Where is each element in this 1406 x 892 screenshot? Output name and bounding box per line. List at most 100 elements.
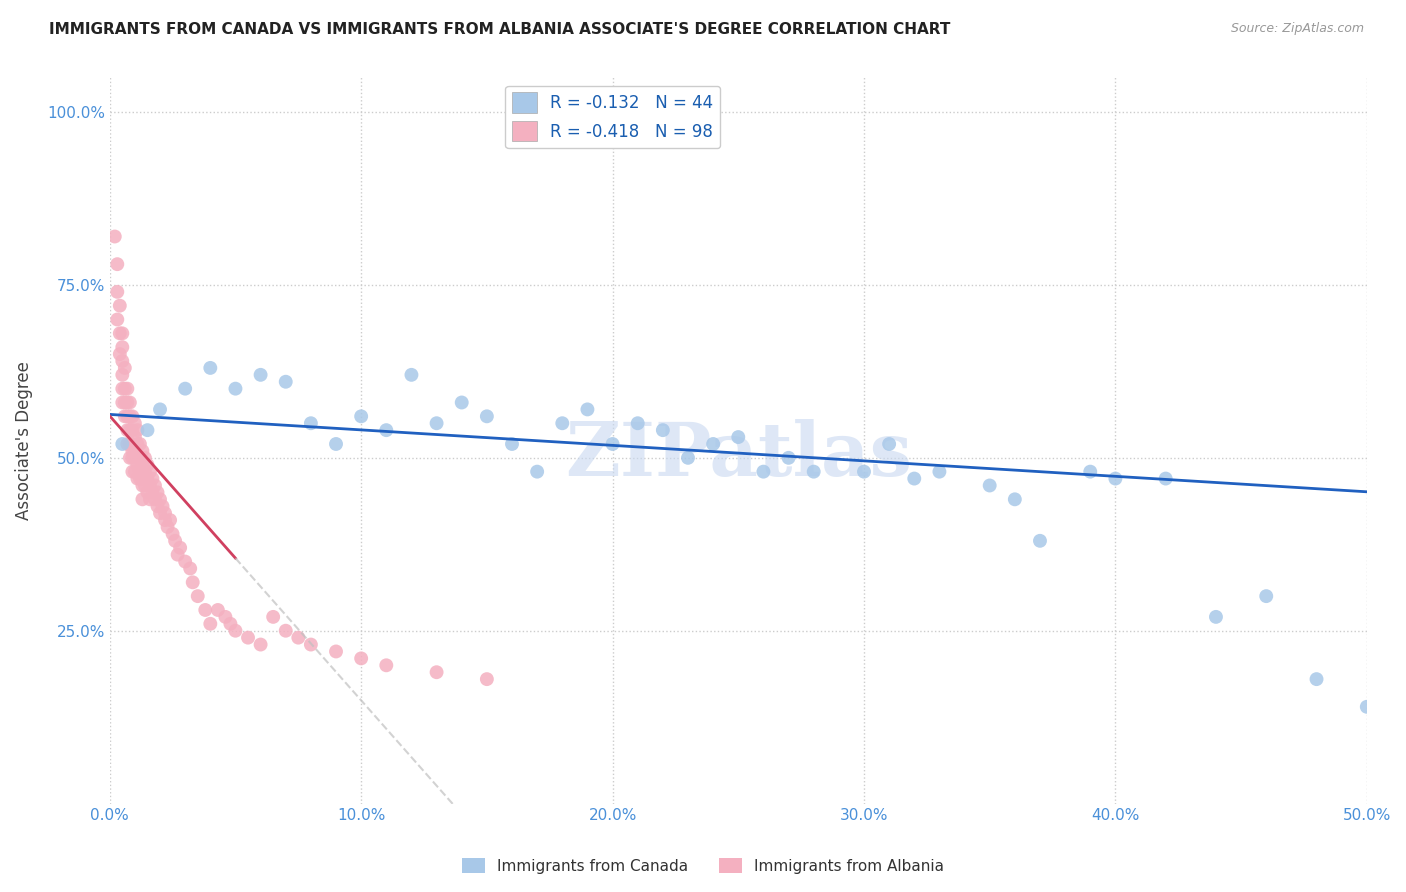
Point [143, 492, 166, 507]
Point [1256, 589, 1278, 603]
Text: ZIPatlas: ZIPatlas [565, 418, 911, 491]
Point [121, 409, 143, 424]
Point [162, 527, 184, 541]
Point [501, 437, 523, 451]
Point [299, 416, 322, 430]
Point [152, 500, 174, 514]
Point [426, 416, 449, 430]
Point [121, 465, 143, 479]
Point [149, 402, 172, 417]
Point [111, 340, 134, 354]
Point [139, 465, 162, 479]
Text: IMMIGRANTS FROM CANADA VS IMMIGRANTS FROM ALBANIA ASSOCIATE'S DEGREE CORRELATION: IMMIGRANTS FROM CANADA VS IMMIGRANTS FRO… [49, 22, 950, 37]
Point [249, 638, 271, 652]
Point [124, 443, 146, 458]
Point [121, 423, 143, 437]
Point [475, 409, 498, 424]
Point [903, 472, 925, 486]
Point [375, 423, 398, 437]
Point [149, 506, 172, 520]
Point [179, 561, 201, 575]
Point [124, 465, 146, 479]
Point [1104, 472, 1126, 486]
Point [118, 395, 141, 409]
Point [105, 257, 128, 271]
Point [141, 472, 163, 486]
Point [200, 616, 222, 631]
Point [526, 465, 548, 479]
Point [214, 610, 236, 624]
Point [262, 610, 284, 624]
Point [627, 416, 650, 430]
Point [136, 458, 159, 472]
Point [165, 533, 187, 548]
Legend: Immigrants from Canada, Immigrants from Albania: Immigrants from Canada, Immigrants from … [456, 852, 950, 880]
Point [727, 430, 749, 444]
Point [325, 644, 347, 658]
Legend: R = -0.132   N = 44, R = -0.418   N = 98: R = -0.132 N = 44, R = -0.418 N = 98 [505, 86, 720, 148]
Point [187, 589, 209, 603]
Point [111, 326, 134, 341]
Point [131, 443, 153, 458]
Point [146, 500, 169, 514]
Point [131, 472, 153, 486]
Point [139, 478, 162, 492]
Point [117, 395, 139, 409]
Point [853, 465, 876, 479]
Point [676, 450, 699, 465]
Point [129, 450, 152, 465]
Point [111, 437, 134, 451]
Point [129, 472, 152, 486]
Point [118, 450, 141, 465]
Point [274, 624, 297, 638]
Point [134, 465, 156, 479]
Point [475, 672, 498, 686]
Point [105, 285, 128, 299]
Point [979, 478, 1001, 492]
Point [1029, 533, 1052, 548]
Point [111, 382, 134, 396]
Point [287, 631, 309, 645]
Point [166, 548, 188, 562]
Point [174, 555, 197, 569]
Point [127, 458, 149, 472]
Point [139, 492, 162, 507]
Point [401, 368, 423, 382]
Point [127, 450, 149, 465]
Point [236, 631, 259, 645]
Point [108, 299, 131, 313]
Point [117, 423, 139, 437]
Point [778, 450, 800, 465]
Point [224, 382, 246, 396]
Point [153, 506, 176, 520]
Point [131, 478, 153, 492]
Point [111, 368, 134, 382]
Point [1355, 699, 1378, 714]
Point [117, 382, 139, 396]
Point [207, 603, 229, 617]
Point [141, 485, 163, 500]
Point [129, 465, 152, 479]
Point [350, 409, 373, 424]
Point [104, 229, 127, 244]
Point [127, 437, 149, 451]
Point [124, 416, 146, 430]
Point [118, 437, 141, 451]
Point [118, 423, 141, 437]
Point [117, 437, 139, 451]
Point [1078, 465, 1101, 479]
Point [159, 513, 181, 527]
Point [602, 437, 624, 451]
Point [156, 520, 179, 534]
Point [181, 575, 204, 590]
Point [1205, 610, 1227, 624]
Point [194, 603, 217, 617]
Point [121, 450, 143, 465]
Point [1154, 472, 1177, 486]
Point [108, 326, 131, 341]
Point [136, 423, 159, 437]
Point [426, 665, 449, 680]
Point [124, 450, 146, 465]
Point [114, 382, 136, 396]
Point [111, 395, 134, 409]
